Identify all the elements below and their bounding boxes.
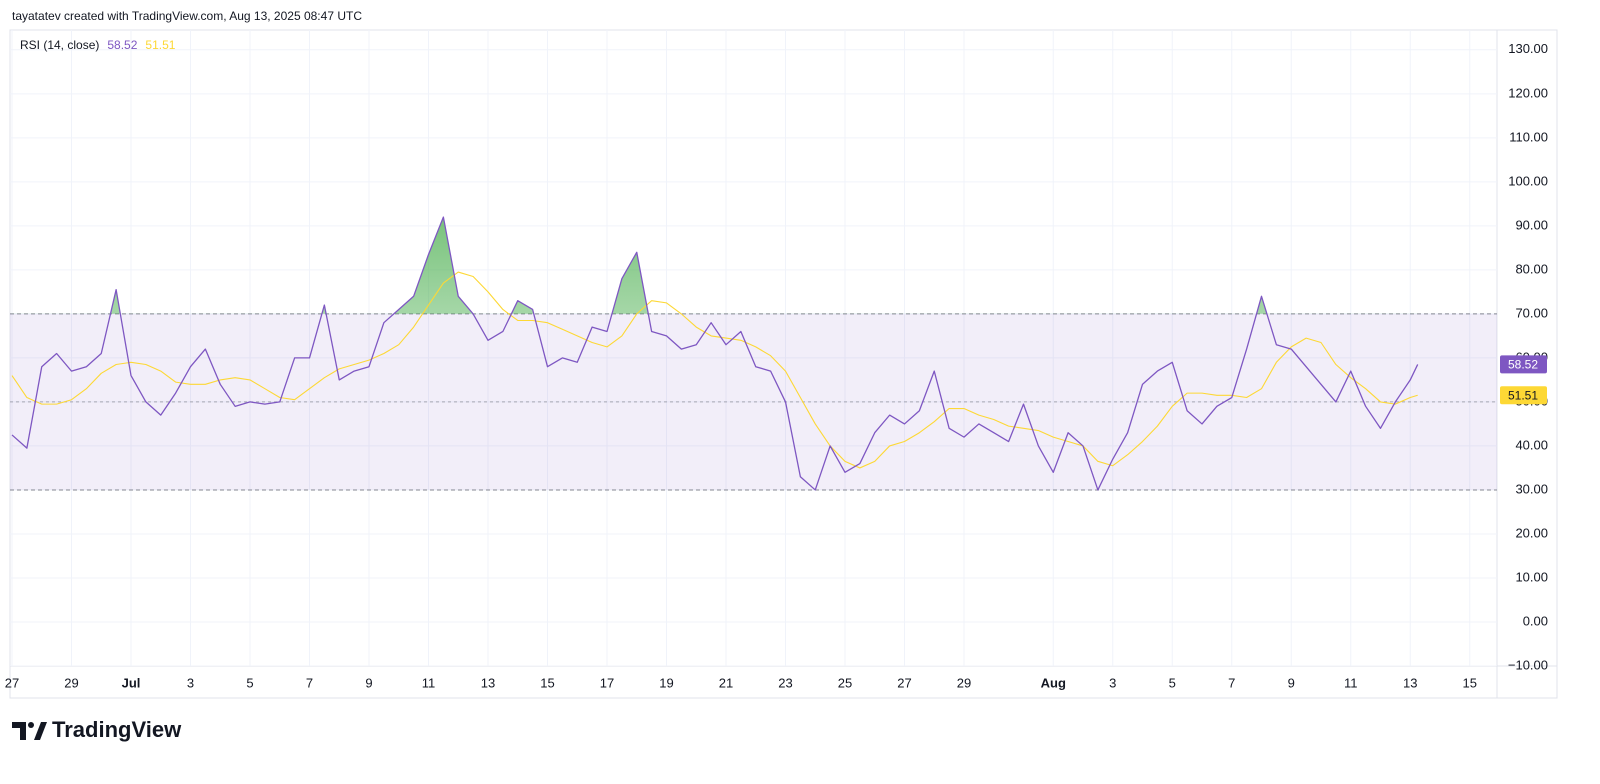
x-tick-label: 27 bbox=[897, 675, 911, 690]
y-tick-label: 40.00 bbox=[1515, 437, 1548, 452]
plot-area bbox=[10, 216, 1497, 491]
x-tick-label: 7 bbox=[1228, 675, 1235, 690]
x-tick-label: 13 bbox=[481, 675, 495, 690]
x-tick-label: 5 bbox=[246, 675, 253, 690]
x-tick-label: 21 bbox=[719, 675, 733, 690]
y-tick-label: 20.00 bbox=[1515, 525, 1548, 540]
legend-value: 51.51 bbox=[145, 38, 175, 52]
logo-icon bbox=[28, 722, 34, 728]
y-tick-label: 120.00 bbox=[1508, 85, 1548, 100]
chart-frame bbox=[9, 29, 1558, 699]
y-tick-label: 80.00 bbox=[1515, 261, 1548, 276]
indicator-title: RSI (14, close) bbox=[20, 38, 99, 52]
y-tick-label: 100.00 bbox=[1508, 173, 1548, 188]
y-tick-label: 110.00 bbox=[1509, 129, 1548, 144]
y-tick-label: 10.00 bbox=[1515, 569, 1548, 584]
y-tick-label: 70.00 bbox=[1515, 305, 1548, 320]
price-badge bbox=[1500, 355, 1547, 374]
y-tick-label: 0.00 bbox=[1523, 613, 1548, 628]
header-text: tayatatev created with TradingView.com, … bbox=[12, 9, 362, 23]
x-axis: 27 29 Jul 3 5 7 9 11 13 15 17 19 21 23 25 27 29 Aug 3 5 7 9 11… bbox=[5, 675, 1477, 690]
x-tick-label: Aug bbox=[1041, 675, 1066, 690]
x-tick-label: 3 bbox=[1109, 675, 1116, 690]
y-axis: −10.000.0010.0020.0030.0040.0050.0060.00… bbox=[1500, 41, 1548, 672]
rsi-ma-line bbox=[11, 271, 1418, 469]
brand-logo: TradingView bbox=[12, 717, 182, 742]
x-tick-label: Jul bbox=[122, 675, 141, 690]
x-tick-label: 23 bbox=[778, 675, 792, 690]
legend: RSI (14, close) 58.52 51.51 bbox=[20, 38, 176, 52]
y-tick-label: 130.00 bbox=[1508, 41, 1548, 56]
logo-icon bbox=[12, 722, 26, 740]
y-tick-label: 30.00 bbox=[1515, 481, 1548, 496]
x-tick-label: 13 bbox=[1403, 675, 1417, 690]
x-tick-label: 15 bbox=[540, 675, 554, 690]
price-badge-label: 58.52 bbox=[1508, 358, 1538, 372]
x-tick-label: 3 bbox=[187, 675, 194, 690]
x-tick-label: 29 bbox=[64, 675, 78, 690]
y-tick-label: −10.00 bbox=[1508, 657, 1548, 672]
x-tick-label: 11 bbox=[422, 675, 436, 690]
x-tick-label: 7 bbox=[306, 675, 313, 690]
x-tick-label: 17 bbox=[600, 675, 614, 690]
x-tick-label: 15 bbox=[1463, 675, 1477, 690]
rsi-line bbox=[11, 216, 1419, 491]
y-tick-label: 90.00 bbox=[1515, 217, 1548, 232]
legend-value: 58.52 bbox=[107, 38, 137, 52]
brand-name: TradingView bbox=[52, 717, 182, 742]
x-tick-label: 9 bbox=[365, 675, 372, 690]
x-tick-label: 5 bbox=[1169, 675, 1176, 690]
x-tick-label: 11 bbox=[1344, 675, 1358, 690]
x-tick-label: 19 bbox=[659, 675, 673, 690]
x-tick-label: 27 bbox=[5, 675, 19, 690]
logo-icon bbox=[34, 722, 47, 740]
price-badge bbox=[1500, 386, 1547, 405]
x-tick-label: 29 bbox=[957, 675, 971, 690]
price-badge-label: 51.51 bbox=[1508, 388, 1538, 402]
x-tick-label: 25 bbox=[838, 675, 852, 690]
x-tick-label: 9 bbox=[1288, 675, 1295, 690]
